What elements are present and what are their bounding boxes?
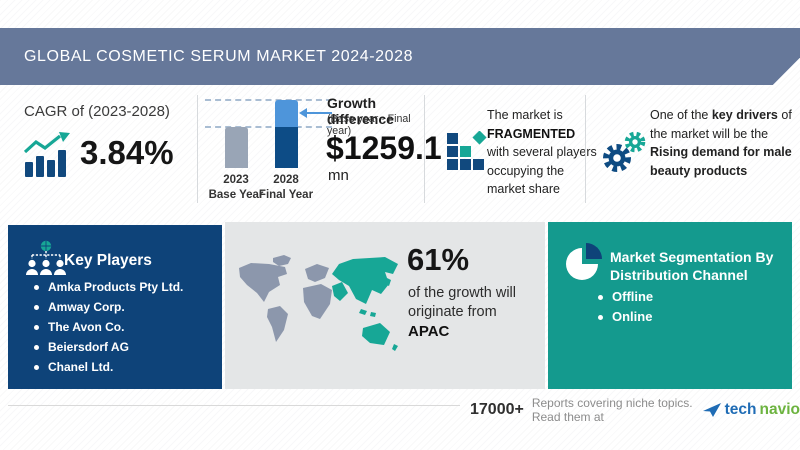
- bar-chart-growth-icon: [23, 132, 70, 177]
- key-players-list: Amka Products Pty Ltd. Amway Corp. The A…: [34, 280, 183, 374]
- list-item: Offline: [598, 290, 653, 304]
- fragmented-highlight: FRAGMENTED: [487, 126, 576, 141]
- regional-growth-panel: 61% of the growth will originate from AP…: [225, 222, 545, 389]
- growth-difference-value: $1259.1: [326, 130, 442, 166]
- bullet-dot: [34, 364, 39, 370]
- gears-icon: [603, 131, 646, 172]
- bar-2028-growth-segment: [275, 100, 298, 127]
- bar-2023: [225, 127, 248, 168]
- bar-year-2023: 2023: [223, 174, 249, 186]
- bullet-dot: [34, 284, 39, 290]
- key-player-name: The Avon Co.: [48, 320, 125, 334]
- section-divider: [585, 95, 586, 203]
- report-count: 17000+: [470, 401, 524, 418]
- section-divider: [197, 95, 198, 203]
- fragmented-squares-icon: [447, 131, 487, 170]
- page-title: GLOBAL COSMETIC SERUM MARKET 2024-2028: [24, 47, 414, 65]
- apac-line1: of the growth will: [408, 285, 516, 301]
- list-item: The Avon Co.: [34, 320, 183, 334]
- list-item: Chanel Ltd.: [34, 360, 183, 374]
- bullet-dot: [598, 314, 603, 320]
- growth-difference-unit: mn: [328, 167, 349, 184]
- segmentation-list: Offline Online: [598, 290, 653, 324]
- apac-line2: originate from: [408, 304, 497, 320]
- key-drivers-text: One of the key drivers of the market wil…: [650, 106, 795, 180]
- growth-difference-subtitle: (Base year - Final year): [327, 113, 411, 137]
- key-players-panel: Key Players Amka Products Pty Ltd. Amway…: [8, 225, 222, 389]
- segmentation-title-line2: Distribution Channel: [610, 267, 748, 283]
- segmentation-title: Market Segmentation By Distribution Chan…: [610, 248, 780, 284]
- drivers-mid: of the market will be the: [650, 108, 792, 141]
- drivers-bold2: Rising demand for male beauty products: [650, 145, 792, 178]
- key-player-name: Beiersdorf AG: [48, 340, 129, 354]
- world-map: [239, 255, 398, 351]
- dashed-gridline-base: [205, 126, 332, 128]
- fragmented-line1: The market is: [487, 108, 563, 122]
- bar-caption-2023: Base Year: [208, 189, 264, 201]
- footer-divider: [8, 405, 460, 406]
- technavio-logo[interactable]: tech navio: [702, 401, 800, 419]
- cagr-label: CAGR of (2023-2028): [24, 103, 170, 120]
- footer: 17000+ Reports covering niche topics. Re…: [470, 396, 800, 424]
- bullet-dot: [598, 294, 603, 300]
- apac-percent: 61%: [407, 242, 470, 277]
- bullet-dot: [34, 304, 39, 310]
- segmentation-panel: Market Segmentation By Distribution Chan…: [548, 222, 792, 389]
- key-player-name: Chanel Ltd.: [48, 360, 114, 374]
- org-chart-people-icon: [26, 240, 66, 275]
- section-divider: [424, 95, 425, 203]
- list-item: Online: [598, 310, 653, 324]
- bar-year-2028: 2028: [273, 174, 299, 186]
- key-player-name: Amka Products Pty Ltd.: [48, 280, 184, 294]
- pie-chart-icon: [566, 243, 602, 280]
- list-item: Amway Corp.: [34, 300, 183, 314]
- growth-difference-title: Growth difference: [327, 95, 394, 127]
- bullet-dot: [34, 324, 39, 330]
- apac-region: APAC: [408, 323, 450, 340]
- technavio-arrow-icon: [702, 403, 721, 417]
- bar-caption-2028: Final Year: [258, 189, 314, 201]
- segment-name: Online: [612, 309, 653, 324]
- growth-arrow-line: [306, 112, 332, 114]
- segment-name: Offline: [612, 289, 654, 304]
- apac-description: of the growth will originate from APAC: [408, 284, 516, 342]
- fragmented-line2: with several players occupying the marke…: [487, 145, 597, 196]
- list-item: Beiersdorf AG: [34, 340, 183, 354]
- footer-text: Reports covering niche topics. Read them…: [531, 396, 693, 424]
- key-players-title: Key Players: [64, 252, 152, 269]
- bar-label-2023: 2023 Base Year: [201, 173, 271, 203]
- logo-text-navio: navio: [759, 401, 800, 418]
- dashed-gridline-final: [205, 99, 332, 101]
- cagr-value: 3.84%: [80, 134, 174, 171]
- bar-2028-base-segment: [275, 127, 298, 168]
- bullet-dot: [34, 344, 39, 350]
- logo-text-tech: tech: [724, 401, 757, 418]
- bar-label-2028: 2028 Final Year: [251, 173, 321, 203]
- key-player-name: Amway Corp.: [48, 300, 125, 314]
- segmentation-title-line1: Market Segmentation By: [610, 249, 774, 265]
- header-bar: GLOBAL COSMETIC SERUM MARKET 2024-2028: [0, 28, 800, 85]
- drivers-prefix: One of the: [650, 108, 709, 122]
- growth-arrow-head-icon: [299, 108, 307, 118]
- drivers-bold1: key drivers: [711, 108, 778, 122]
- list-item: Amka Products Pty Ltd.: [34, 280, 183, 294]
- fragmented-text: The market is FRAGMENTED with several pl…: [487, 106, 599, 199]
